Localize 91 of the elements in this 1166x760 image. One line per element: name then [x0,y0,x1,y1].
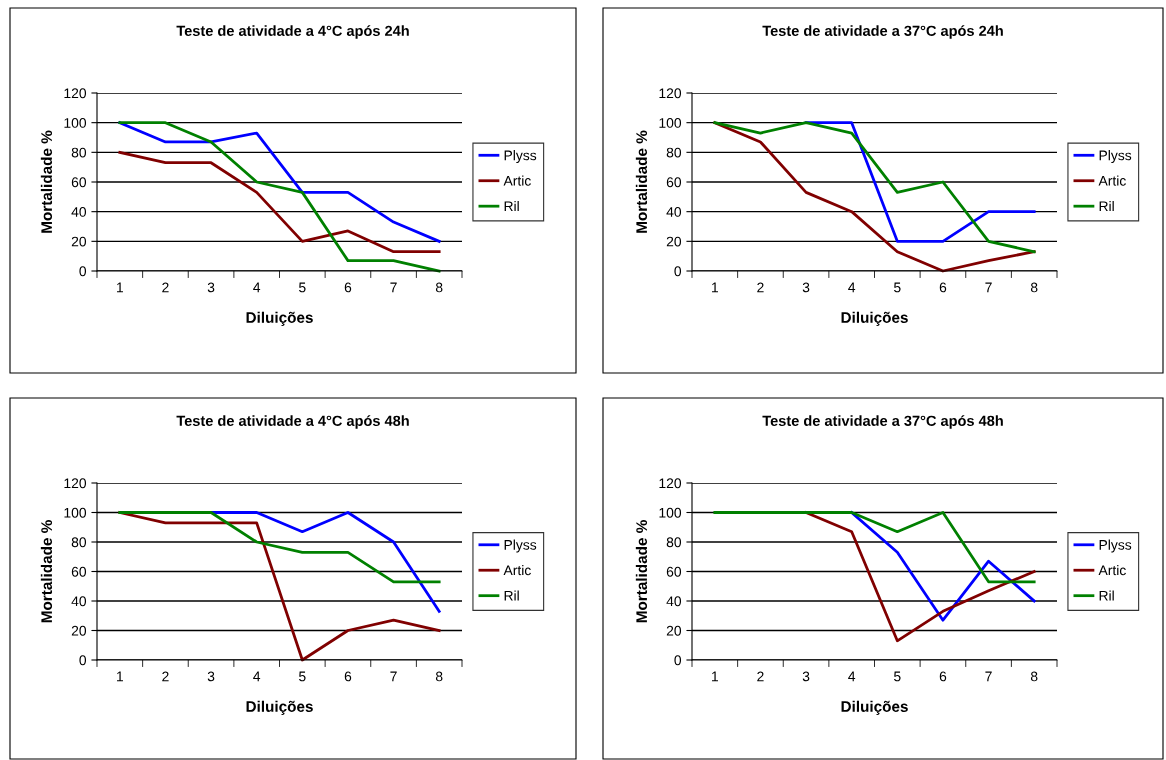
x-tick-label: 3 [802,671,810,682]
x-tick-label: 7 [390,671,397,682]
line-series [118,121,441,273]
x-tick-label: 1 [712,671,718,682]
y-axis-title: Mortalidade % [635,130,648,233]
y-tick-label: 20 [666,236,682,247]
legend-label: Plyss [1099,150,1132,164]
x-tick-label: 8 [1030,282,1038,293]
y-tick-label: 20 [71,236,87,247]
x-tick-label: 4 [253,671,261,682]
x-tick-label: 5 [894,282,901,293]
chart-title: Teste de atividade a 37°C após 24h [762,25,1003,39]
x-tick-label: 6 [344,671,352,682]
x-tick-label: 6 [939,671,947,682]
legend-label: Artic [1098,565,1126,576]
y-tick-label: 100 [659,507,682,518]
y-tick-label: 0 [674,266,682,277]
y-tick-label: 0 [79,266,87,277]
line-series [850,511,1036,622]
x-tick-label: 1 [117,671,123,682]
y-tick-label: 80 [71,147,87,158]
legend-label: Ril [504,200,519,212]
x-tick-label: 4 [253,282,261,293]
y-axis-title: Mortalidade % [40,130,53,233]
legend-label: Artic [503,175,531,186]
y-tick-label: 40 [666,596,682,607]
y-tick-label: 100 [659,118,682,128]
line-series [804,511,1036,643]
x-tick-label: 7 [390,282,397,293]
x-tick-label: 1 [712,282,718,293]
x-tick-label: 8 [1030,671,1038,682]
y-tick-label: 60 [71,177,87,188]
y-tick-label: 40 [71,207,87,217]
y-tick-label: 120 [64,478,87,489]
x-tick-label: 2 [162,671,169,682]
y-tick-label: 20 [71,625,87,636]
y-tick-label: 60 [71,566,87,577]
y-tick-label: 40 [71,596,87,607]
y-tick-label: 20 [666,625,682,636]
line-series [118,150,441,254]
x-axis-title: Diluições [246,700,313,715]
chart-title: Teste de atividade a 4°C após 24h [176,25,409,39]
x-tick-label: 2 [757,282,764,293]
y-tick-label: 80 [71,537,87,548]
x-tick-label: 5 [894,671,901,682]
x-tick-label: 5 [299,282,306,293]
legend-label: Ril [1099,590,1114,601]
y-axis-title: Mortalidade % [635,520,648,623]
x-tick-label: 5 [299,671,306,682]
x-tick-label: 6 [344,282,352,293]
line-series [118,121,441,243]
x-tick-label: 3 [207,282,215,293]
x-tick-label: 7 [985,671,992,682]
x-axis-title: Diluições [841,311,908,326]
legend-label: Plyss [504,150,537,164]
x-tick-label: 8 [435,671,443,682]
chart-title: Teste de atividade a 37°C após 48h [762,415,1003,429]
y-axis-title: Mortalidade % [40,520,53,623]
y-tick-label: 80 [666,147,682,158]
legend-label: Artic [1098,175,1126,186]
x-tick-label: 3 [207,671,215,682]
y-tick-label: 120 [659,478,682,489]
chart-title: Teste de atividade a 4°C após 48h [176,415,409,429]
x-tick-label: 6 [939,282,947,293]
line-series [209,511,441,613]
y-tick-label: 120 [659,88,682,99]
y-tick-label: 60 [666,177,682,188]
y-tick-label: 40 [666,207,682,217]
y-tick-label: 80 [666,537,682,548]
y-tick-label: 100 [64,507,87,518]
legend-label: Plyss [1099,539,1132,553]
legend-label: Artic [503,565,531,576]
x-tick-label: 7 [985,282,992,293]
x-tick-label: 4 [848,671,856,682]
x-axis-title: Diluições [246,311,313,326]
legend-label: Plyss [504,539,537,553]
legend-label: Ril [504,590,519,601]
line-series [118,511,441,584]
y-tick-label: 0 [674,655,682,666]
x-tick-label: 2 [757,671,764,682]
x-axis-title: Diluições [841,700,908,715]
y-tick-label: 100 [64,118,87,128]
x-tick-label: 3 [802,282,810,293]
x-tick-label: 8 [435,282,443,293]
y-tick-label: 60 [666,566,682,577]
legend-label: Ril [1099,200,1114,212]
y-tick-label: 0 [79,655,87,666]
x-tick-label: 2 [162,282,169,293]
x-tick-label: 4 [848,282,856,293]
y-tick-label: 120 [64,88,87,99]
x-tick-label: 1 [117,282,123,293]
